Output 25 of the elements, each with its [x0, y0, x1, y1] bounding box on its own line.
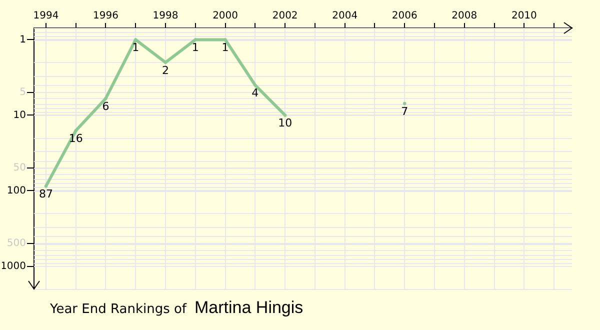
y-tick-label: 1: [20, 34, 26, 46]
data-label: 1: [132, 41, 140, 54]
data-label: 1: [192, 41, 199, 54]
x-tick-label: 2004: [332, 10, 358, 22]
x-tick-label: 2010: [511, 10, 537, 22]
y-tick-label: 10: [13, 110, 26, 121]
data-label: 4: [252, 86, 259, 100]
x-tick-label: 2000: [212, 10, 238, 22]
x-tick-label: 1994: [33, 10, 59, 22]
x-tick-label: 2008: [452, 10, 478, 22]
data-label: 2: [162, 64, 170, 77]
text: Year End Rankings of: [50, 302, 187, 317]
y-tick-label: 100: [6, 185, 26, 196]
text: Martina Hingis: [194, 298, 304, 317]
y-tick-label: 1000: [0, 260, 26, 272]
data-label: 7: [401, 104, 408, 118]
data-label: 10: [278, 116, 292, 130]
data-label: 16: [68, 132, 83, 145]
x-tick-label: 2002: [272, 10, 298, 22]
x-tick-label: 2006: [392, 10, 418, 22]
x-tick-label: 1998: [152, 10, 178, 22]
x-tick-label: 1996: [93, 10, 118, 22]
data-label: 6: [102, 100, 110, 113]
data-label: 87: [38, 188, 53, 201]
data-label: 1: [222, 41, 229, 54]
